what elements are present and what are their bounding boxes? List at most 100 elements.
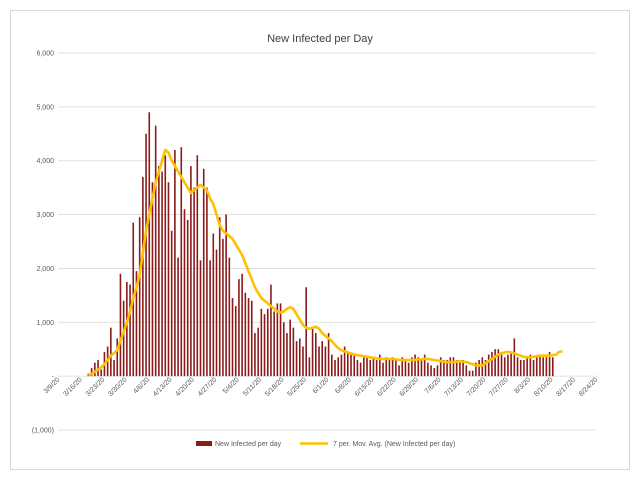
bar (276, 303, 279, 377)
bar (247, 298, 250, 377)
bar (529, 354, 532, 377)
bar (385, 357, 388, 377)
bar (282, 322, 285, 377)
bar (257, 327, 259, 377)
bar (475, 362, 477, 377)
moving-average-series (87, 148, 563, 377)
bar (126, 281, 128, 377)
bar (372, 357, 375, 377)
bar (436, 365, 439, 377)
bar (404, 359, 407, 377)
bar (468, 370, 471, 377)
bar (308, 357, 311, 377)
bar (116, 338, 119, 377)
legend-swatch-bar (196, 441, 212, 446)
gridlines (58, 52, 596, 431)
bar (167, 182, 170, 377)
bar (122, 300, 125, 377)
bar (321, 341, 323, 377)
bar (238, 279, 240, 377)
bar (202, 168, 205, 377)
bar (212, 233, 215, 377)
bar (481, 357, 484, 377)
bar (423, 354, 426, 377)
bar (455, 359, 458, 377)
bar (340, 354, 343, 377)
bar (497, 349, 500, 377)
bar (263, 314, 266, 377)
moving-average-line (87, 148, 563, 377)
bar (222, 238, 224, 377)
bar (471, 370, 474, 377)
y-tick-label: 2,000 (36, 266, 54, 273)
bar (241, 273, 243, 377)
bar (503, 357, 506, 377)
bar (298, 338, 301, 377)
bar (199, 260, 202, 377)
bar (411, 357, 413, 377)
bar (161, 171, 163, 377)
bar (353, 354, 356, 377)
bar (206, 187, 208, 377)
bar (100, 369, 103, 377)
bar (170, 230, 173, 377)
bar (350, 354, 352, 377)
bar (449, 357, 452, 377)
bar (347, 351, 349, 377)
bar (430, 365, 432, 377)
bar (234, 306, 237, 377)
bar (148, 112, 151, 377)
bar (532, 359, 535, 377)
bar (190, 166, 192, 377)
bar (446, 359, 448, 377)
bar (417, 357, 420, 377)
y-tick-label: 5,000 (36, 104, 54, 111)
bar (327, 333, 330, 377)
bar (459, 362, 461, 377)
bar (228, 257, 231, 377)
bar (375, 359, 378, 377)
bar (273, 311, 275, 377)
bar (388, 359, 391, 377)
bar (331, 354, 333, 377)
bar (151, 182, 154, 377)
bar (260, 308, 263, 377)
bar (500, 351, 503, 377)
bar (311, 327, 314, 377)
bar (225, 214, 227, 377)
bar (250, 300, 253, 377)
legend-label-bar: New Infected per day (215, 441, 282, 448)
chart-title: New Infected per Day (267, 33, 373, 45)
bar (154, 125, 157, 377)
bar (510, 351, 512, 377)
y-tick-label: 3,000 (36, 212, 54, 219)
bar (420, 359, 423, 377)
bar (231, 298, 234, 377)
bar (110, 327, 112, 377)
bar (366, 357, 368, 377)
bar (382, 362, 384, 377)
bar (295, 341, 298, 377)
bar (535, 357, 538, 377)
bar (513, 338, 516, 377)
bar (142, 176, 144, 377)
bar (196, 155, 199, 377)
bar (484, 359, 487, 377)
bar (507, 354, 509, 377)
bar (433, 368, 436, 377)
bar (279, 303, 282, 377)
bar (138, 217, 141, 377)
bar (254, 333, 256, 377)
bar (209, 260, 211, 377)
bar (135, 271, 138, 377)
bar (398, 365, 400, 377)
bar (314, 333, 317, 377)
bar (318, 346, 320, 377)
bar (439, 357, 442, 377)
bar (462, 359, 464, 377)
bar (286, 333, 288, 377)
y-axis-tick-labels: (1,000) - 1,000 2,000 3,000 4,000 5,000 6,000 (32, 51, 55, 435)
